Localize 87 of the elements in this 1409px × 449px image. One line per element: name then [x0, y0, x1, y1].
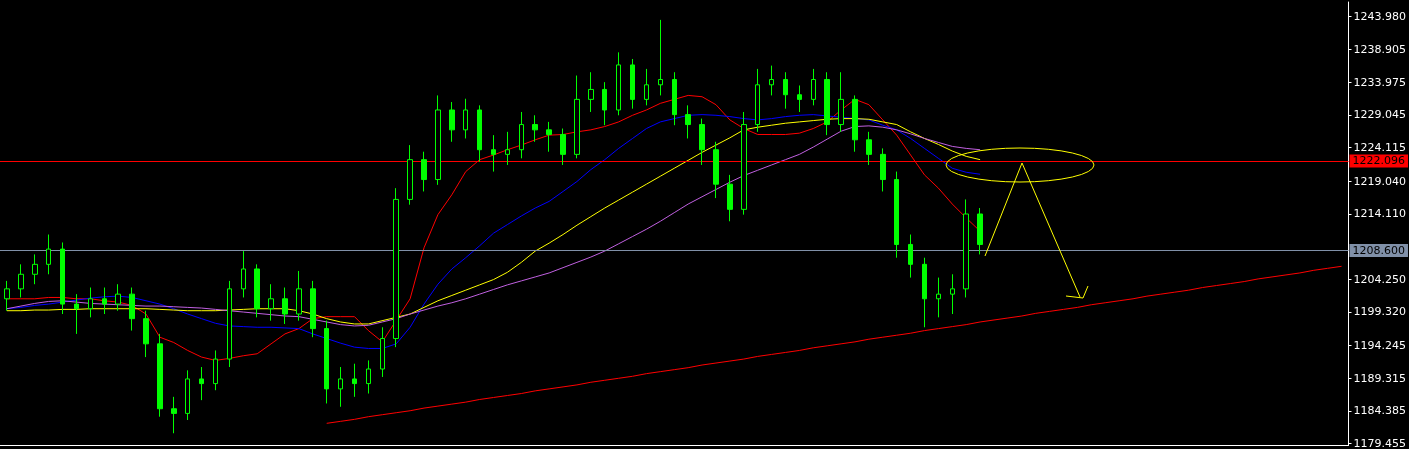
candlestick: [908, 234, 913, 279]
candlestick: [463, 98, 468, 139]
candlestick: [616, 51, 621, 116]
candlestick: [102, 287, 107, 315]
candlestick: [741, 111, 747, 216]
candlestick: [630, 58, 635, 110]
candlestick: [977, 207, 983, 255]
candlestick: [199, 366, 204, 401]
candlestick: [241, 250, 246, 298]
candlestick: [936, 277, 941, 318]
candlestick: [366, 359, 371, 395]
candlestick: [421, 151, 427, 192]
candlestick: [797, 84, 802, 113]
candlestick: [129, 287, 135, 332]
y-tick-label: 1229.045: [1353, 108, 1407, 122]
candlestick: [922, 257, 927, 328]
candlestick: [143, 310, 149, 358]
candlestick: [658, 19, 663, 96]
candlestick: [338, 366, 343, 408]
candlestick: [519, 111, 524, 159]
y-tick-label: 1179.455: [1353, 437, 1407, 449]
candlestick: [866, 131, 872, 166]
candlestick: [727, 174, 733, 222]
candlestick: [88, 287, 93, 318]
candlestick: [407, 144, 413, 206]
candlestick: [880, 147, 886, 192]
candlestick: [449, 101, 455, 143]
candlestick: [46, 234, 51, 275]
y-tick-label: 1194.245: [1353, 339, 1407, 353]
y-tick-label: 1189.315: [1353, 371, 1407, 385]
ref-line-label: 1222.096: [1352, 154, 1406, 168]
candlestick: [393, 187, 399, 348]
candlestick: [811, 68, 816, 106]
y-tick-label: 1243.980: [1353, 9, 1407, 23]
candlestick: [713, 141, 719, 199]
candlestick: [18, 263, 24, 298]
candlestick: [838, 71, 844, 133]
y-tick-label: 1238.905: [1353, 43, 1407, 57]
candlestick: [769, 65, 774, 96]
y-tick-label: 1184.385: [1353, 404, 1407, 418]
candlestick: [254, 263, 260, 318]
candlestick: [477, 104, 482, 163]
candlestick: [74, 293, 79, 335]
candlestick: [824, 71, 830, 136]
candlestick: [491, 134, 496, 173]
candlestick: [352, 363, 357, 398]
y-tick-label: 1233.975: [1353, 75, 1407, 89]
candlestick: [505, 131, 510, 166]
candlestick: [268, 283, 274, 322]
candlestick: [685, 104, 691, 139]
y-tick-label: 1219.040: [1353, 174, 1407, 188]
candlestick: [755, 68, 760, 133]
y-tick-label: 1224.115: [1353, 141, 1407, 155]
candlestick: [644, 68, 649, 106]
candlestick: [963, 198, 969, 298]
candlestick: [157, 333, 163, 418]
candlestick: [227, 280, 232, 368]
candlestick: [380, 326, 385, 378]
line-series: [326, 265, 1343, 424]
candlestick: [672, 71, 677, 126]
y-tick-label: 1214.110: [1353, 207, 1407, 221]
candlestick: [213, 349, 218, 391]
candlestick: [852, 94, 858, 153]
ref-line-label: 1208.600: [1352, 243, 1406, 257]
candlestick: [171, 396, 177, 434]
candlestick: [310, 280, 316, 338]
candlestick: [282, 287, 288, 325]
candlestick: [115, 283, 121, 312]
candlestick: [588, 71, 594, 113]
candlestick: [602, 81, 607, 126]
candlestick: [435, 94, 441, 186]
candlestick: [532, 114, 538, 143]
candlestick: [894, 171, 899, 259]
candlestick: [783, 71, 788, 110]
y-tick-label: 1204.250: [1353, 272, 1407, 286]
candlestick: [185, 369, 190, 421]
candlestick: [60, 241, 65, 315]
y-tick-label: 1199.320: [1353, 305, 1407, 319]
candlestick: [4, 280, 10, 312]
candlestick: [546, 121, 552, 153]
candlestick: [32, 253, 38, 285]
candlestick: [574, 75, 580, 159]
candlestick: [950, 273, 955, 315]
candlestick: [296, 270, 302, 322]
candlestick: [560, 128, 566, 166]
candlestick: [324, 320, 329, 404]
candlestick: [699, 118, 705, 166]
